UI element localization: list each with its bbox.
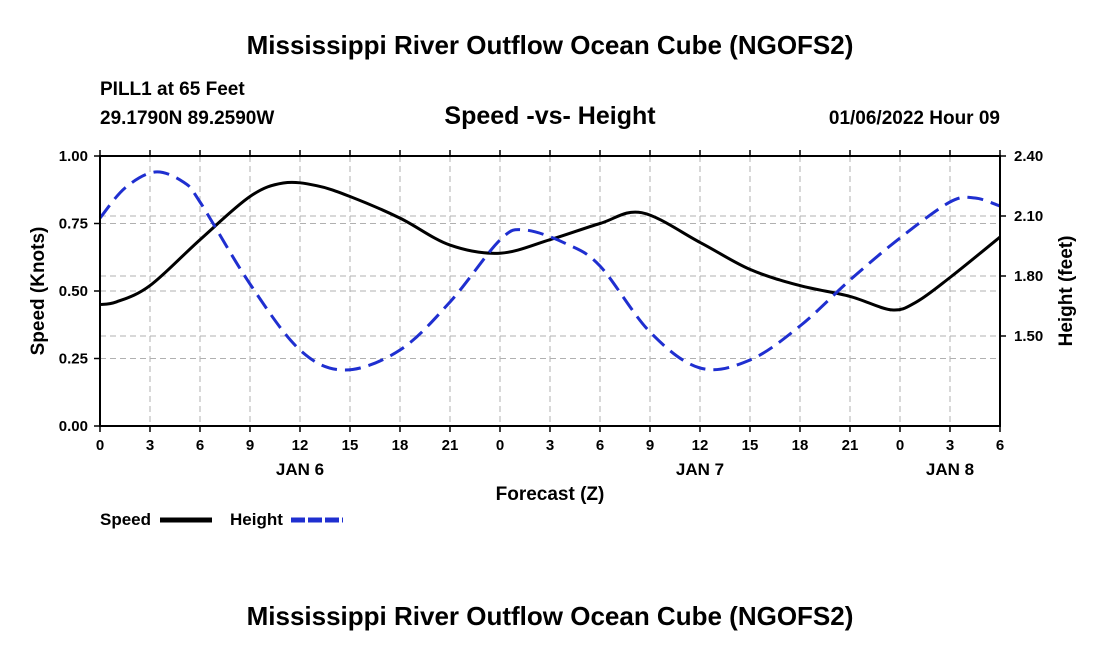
date-label: JAN 8 xyxy=(926,460,974,479)
y-tick-label: 0.50 xyxy=(59,283,88,300)
y2-tick-label: 2.10 xyxy=(1014,208,1043,225)
coordinates-label: 29.1790N 89.2590W xyxy=(100,108,274,129)
x-tick-label: 12 xyxy=(692,437,709,454)
legend-speed-label: Speed xyxy=(100,510,151,529)
x-tick-label: 15 xyxy=(742,437,759,454)
legend-height-label: Height xyxy=(230,510,283,529)
x-tick-label: 6 xyxy=(596,437,604,454)
x-tick-label: 12 xyxy=(292,437,309,454)
chart-title: Mississippi River Outflow Ocean Cube (NG… xyxy=(247,30,854,60)
y-tick-label: 0.75 xyxy=(59,216,88,233)
x-tick-label: 18 xyxy=(792,437,809,454)
date-label: JAN 6 xyxy=(276,460,324,479)
x-tick-label: 6 xyxy=(996,437,1004,454)
x-axis-label: Forecast (Z) xyxy=(496,484,605,505)
datetime-label: 01/06/2022 Hour 09 xyxy=(829,108,1000,129)
y2-tick-label: 2.40 xyxy=(1014,148,1043,165)
y-tick-label: 0.25 xyxy=(59,351,88,368)
y-axis-label: Speed (Knots) xyxy=(28,227,49,356)
y2-axis-label: Height (feet) xyxy=(1056,236,1077,347)
series-lines xyxy=(98,170,1001,372)
x-tick-label: 0 xyxy=(496,437,504,454)
y-tick-label: 0.00 xyxy=(59,418,88,435)
x-tick-label: 21 xyxy=(842,437,859,454)
y2-tick-label: 1.50 xyxy=(1014,328,1043,345)
x-tick-label: 21 xyxy=(442,437,459,454)
x-tick-label: 3 xyxy=(546,437,554,454)
series-height-line xyxy=(98,170,1001,372)
y-tick-label: 1.00 xyxy=(59,148,88,165)
grid xyxy=(100,156,1000,426)
y2-tick-label: 1.80 xyxy=(1014,268,1043,285)
x-tick-label: 9 xyxy=(646,437,654,454)
x-tick-label: 0 xyxy=(96,437,104,454)
series-speed-line xyxy=(99,180,1001,312)
x-tick-label: 9 xyxy=(246,437,254,454)
station-label: PILL1 at 65 Feet xyxy=(100,79,245,100)
date-label: JAN 7 xyxy=(676,460,724,479)
x-tick-label: 15 xyxy=(342,437,359,454)
x-tick-label: 0 xyxy=(896,437,904,454)
chart-subtitle: Speed -vs- Height xyxy=(444,102,656,130)
x-tick-label: 6 xyxy=(196,437,204,454)
footer-title: Mississippi River Outflow Ocean Cube (NG… xyxy=(247,601,854,631)
legend: Speed Height xyxy=(100,510,343,529)
x-tick-label: 3 xyxy=(146,437,154,454)
plot-frame xyxy=(99,155,1001,427)
x-tick-label: 3 xyxy=(946,437,954,454)
x-tick-label: 18 xyxy=(392,437,409,454)
ticks: 0 3 6 9 12 15 18 21 0 3 6 9 12 15 18 21 0 3 6 0.00 0.25 0.50 0… xyxy=(59,148,1043,479)
